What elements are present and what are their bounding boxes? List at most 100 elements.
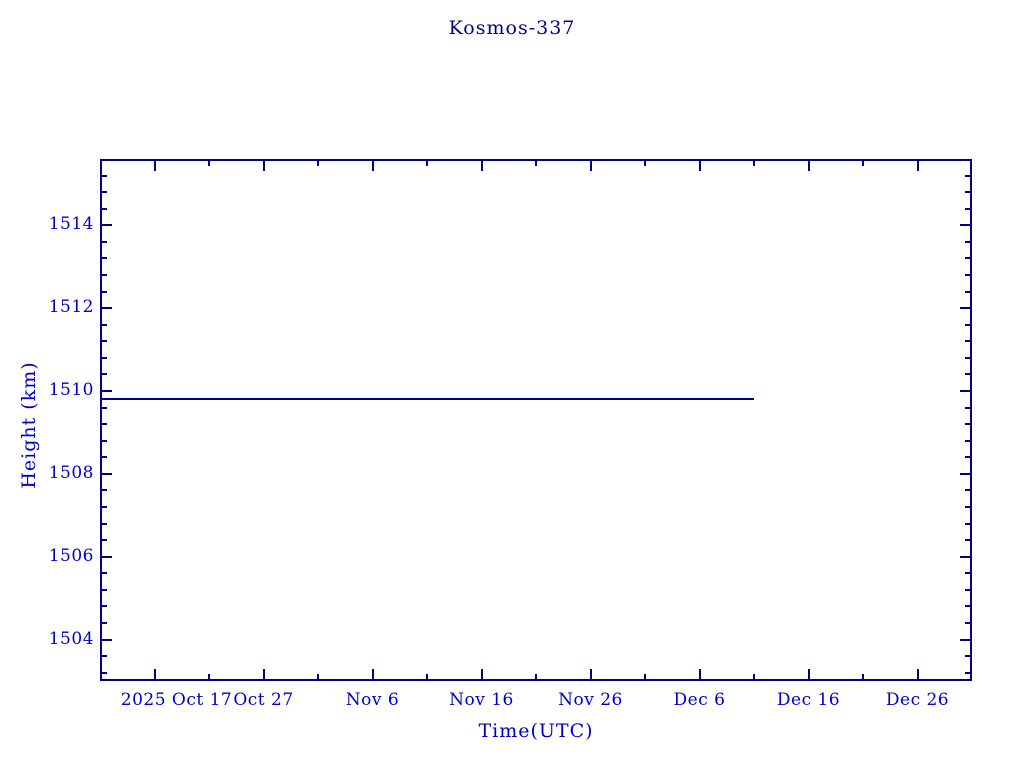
y-tick-mark (100, 473, 112, 475)
x-tick-mark (808, 159, 810, 171)
x-tick-label: Nov 26 (558, 690, 623, 710)
y-tick-mark (965, 440, 972, 442)
y-tick-mark (100, 357, 107, 359)
data-line-segment (481, 398, 591, 401)
y-tick-mark (965, 340, 972, 342)
y-tick-label: 1512 (48, 297, 94, 318)
y-tick-mark (100, 572, 107, 574)
y-tick-mark (100, 655, 107, 657)
x-tick-mark (208, 674, 210, 681)
y-tick-mark (100, 539, 107, 541)
y-tick-mark (100, 556, 112, 558)
y-tick-mark (100, 407, 107, 409)
x-tick-mark (317, 674, 319, 681)
y-tick-mark (965, 672, 972, 674)
x-tick-mark (917, 159, 919, 171)
y-tick-label: 1506 (48, 545, 94, 566)
y-tick-mark (100, 589, 107, 591)
y-tick-mark (100, 639, 112, 641)
y-tick-mark (100, 241, 107, 243)
y-tick-mark (965, 191, 972, 193)
x-tick-label: 2025 Oct 17 (120, 690, 233, 710)
y-tick-mark (100, 672, 107, 674)
x-axis-title: Time(UTC) (478, 720, 594, 742)
y-tick-mark (965, 257, 972, 259)
y-tick-mark (100, 440, 107, 442)
y-tick-mark (965, 175, 972, 177)
y-tick-mark (100, 191, 107, 193)
x-tick-mark (535, 159, 537, 166)
data-series-layer (100, 159, 972, 681)
y-tick-mark (965, 208, 972, 210)
y-tick-mark (100, 340, 107, 342)
x-tick-mark (426, 674, 428, 681)
x-tick-mark (862, 674, 864, 681)
y-tick-mark (965, 274, 972, 276)
y-tick-mark (965, 357, 972, 359)
x-tick-mark (862, 159, 864, 166)
x-tick-mark (699, 159, 701, 171)
chart-title: Kosmos-337 (448, 17, 576, 39)
data-line-segment (263, 398, 373, 401)
x-tick-mark (481, 159, 483, 171)
y-tick-mark (960, 639, 972, 641)
x-tick-label: Nov 6 (345, 690, 400, 710)
y-tick-mark (100, 456, 107, 458)
x-tick-mark (208, 159, 210, 166)
y-tick-mark (965, 506, 972, 508)
y-tick-mark (965, 589, 972, 591)
x-tick-mark (699, 669, 701, 681)
x-tick-label: Dec 26 (885, 690, 950, 710)
y-tick-mark (960, 224, 972, 226)
x-tick-mark (154, 159, 156, 171)
y-tick-mark (960, 556, 972, 558)
y-tick-mark (100, 291, 107, 293)
y-tick-mark (100, 489, 107, 491)
x-tick-mark (753, 674, 755, 681)
y-tick-mark (965, 324, 972, 326)
x-tick-mark (263, 669, 265, 681)
x-tick-mark (644, 674, 646, 681)
y-tick-mark (965, 605, 972, 607)
x-tick-mark (644, 159, 646, 166)
y-tick-mark (100, 307, 112, 309)
y-tick-mark (100, 274, 107, 276)
y-tick-mark (100, 175, 107, 177)
y-tick-mark (100, 324, 107, 326)
y-tick-mark (100, 224, 112, 226)
x-tick-label: Nov 16 (449, 690, 514, 710)
x-tick-mark (917, 669, 919, 681)
y-tick-mark (965, 373, 972, 375)
x-tick-mark (753, 159, 755, 166)
y-tick-mark (965, 407, 972, 409)
x-tick-mark (426, 159, 428, 166)
y-axis-tick-labels: 1514 1512 1510 1508 1506 1504 (0, 0, 94, 768)
x-tick-mark (372, 669, 374, 681)
y-tick-mark (965, 523, 972, 525)
data-line-segment (699, 398, 754, 401)
y-tick-mark (965, 572, 972, 574)
y-tick-mark (965, 423, 972, 425)
data-line-segment (590, 398, 700, 401)
x-tick-mark (481, 669, 483, 681)
y-tick-mark (965, 241, 972, 243)
y-tick-mark (100, 605, 107, 607)
x-tick-mark (808, 669, 810, 681)
y-tick-label: 1508 (48, 462, 94, 483)
data-line-segment (100, 398, 264, 401)
y-tick-mark (965, 291, 972, 293)
y-tick-mark (960, 390, 972, 392)
y-tick-mark (100, 506, 107, 508)
x-tick-mark (317, 159, 319, 166)
x-tick-mark (372, 159, 374, 171)
x-tick-mark (590, 669, 592, 681)
x-tick-mark (154, 669, 156, 681)
y-tick-label: 1514 (48, 214, 94, 235)
x-tick-label: Dec 16 (776, 690, 841, 710)
x-axis-tick-labels: 2025 Oct 17 Oct 27 Nov 6 Nov 16 Nov 26 Dec 6 D… (0, 690, 1024, 716)
y-tick-mark (100, 622, 107, 624)
y-tick-mark (960, 473, 972, 475)
y-tick-mark (965, 655, 972, 657)
y-tick-mark (965, 539, 972, 541)
